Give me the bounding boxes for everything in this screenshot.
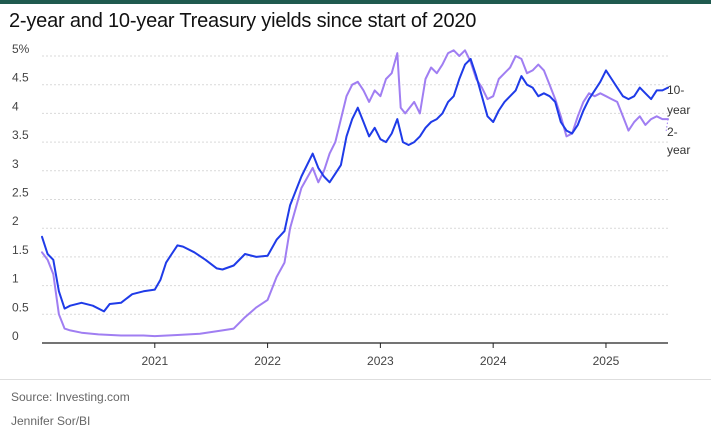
- series-labels: 10- year 2- year: [665, 83, 690, 157]
- top-accent-bar: [0, 0, 711, 4]
- credit-note: Jennifer Sor/BI: [11, 414, 91, 428]
- y-tick-label: 4.5: [12, 71, 29, 85]
- source-note: Source: Investing.com: [11, 390, 130, 404]
- y-tick-label: 0: [12, 329, 19, 343]
- y-tick-label: 4: [12, 99, 19, 113]
- footer-divider: [0, 379, 711, 380]
- y-tick-label: 3: [12, 157, 19, 171]
- series-label-10-year: year: [667, 103, 690, 117]
- y-tick-label: 1.5: [12, 243, 29, 257]
- y-axis: 0 0.5 1 1.5 2 2.5 3 3.5 4 4.5 5%: [12, 42, 30, 343]
- x-tick-label: 2025: [593, 354, 620, 368]
- label-leader-2-year: [665, 119, 669, 133]
- x-tick-label: 2021: [141, 354, 168, 368]
- chart-title: 2-year and 10-year Treasury yields since…: [9, 10, 477, 32]
- series-label-2-year: year: [667, 143, 690, 157]
- series-line-10-year: [41, 57, 669, 313]
- y-tick-label: 1: [12, 272, 19, 286]
- x-tick-label: 2024: [480, 354, 507, 368]
- series-line-2-year: [41, 49, 669, 338]
- y-tick-label: 0.5: [12, 300, 29, 314]
- y-tick-label: 3.5: [12, 128, 29, 142]
- x-tick-label: 2023: [367, 354, 394, 368]
- series-layer: [41, 49, 669, 338]
- x-axis: 2021 2022 2023 2024 2025: [42, 342, 668, 368]
- grid-layer: [42, 55, 668, 315]
- y-tick-label: 2.5: [12, 186, 29, 200]
- series-label-10-year: 10-: [667, 83, 684, 97]
- line-chart: 00.511.522.533.544.55% 2021 2022 2023 2024 2…: [12, 42, 690, 368]
- chart-area: 0 0.5 1 1.5 2 2.5 3 3.5 4 4.5 5% 2021 2022 2023 2024 2…: [0, 38, 711, 383]
- series-label-2-year: 2-: [667, 125, 678, 139]
- x-tick-label: 2022: [254, 354, 281, 368]
- y-tick-label: 5%: [12, 42, 30, 56]
- label-leader-10-year: [665, 87, 669, 91]
- y-tick-label: 2: [12, 214, 19, 228]
